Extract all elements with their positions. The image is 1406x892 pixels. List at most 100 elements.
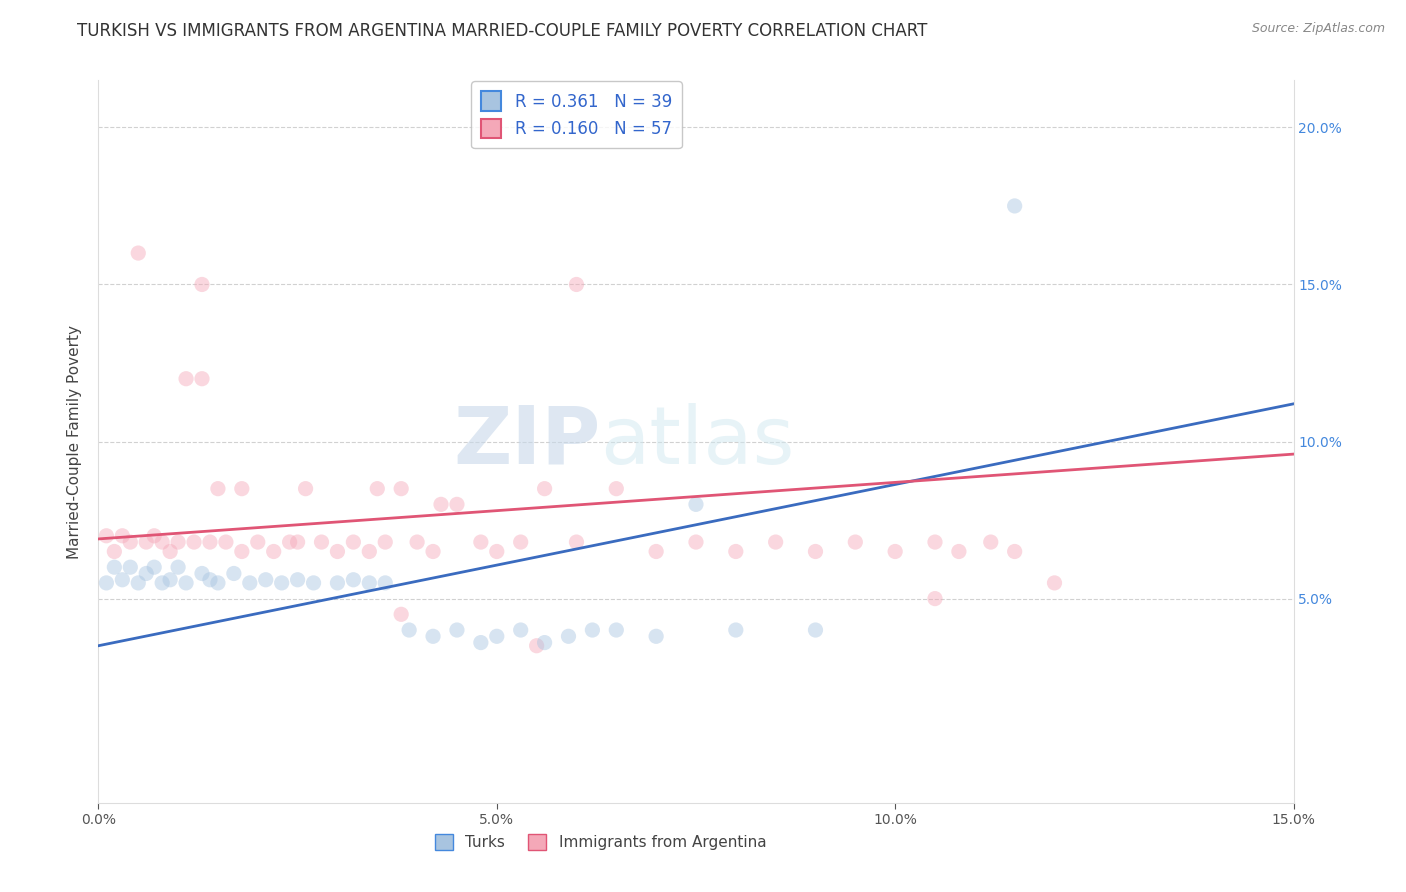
Point (159, 544, 181, 558)
Point (389, 607, 412, 622)
Point (127, 575, 149, 590)
Point (446, 623, 468, 637)
Point (685, 497, 707, 511)
Point (287, 573, 309, 587)
Point (406, 535, 429, 549)
Point (174, 372, 197, 386)
Point (765, 535, 787, 549)
Text: Source: ZipAtlas.com: Source: ZipAtlas.com (1251, 22, 1385, 36)
Point (526, 639, 548, 653)
Point (120, 560, 142, 574)
Point (207, 482, 229, 496)
Point (287, 535, 309, 549)
Point (103, 544, 125, 558)
Point (804, 623, 827, 637)
Point (884, 544, 907, 558)
Point (96, 575, 118, 590)
Point (359, 575, 381, 590)
Point (1004, 199, 1026, 213)
Point (533, 635, 555, 649)
Point (215, 535, 238, 549)
Point (844, 535, 866, 549)
Point (135, 566, 157, 581)
Point (120, 535, 142, 549)
Point (96, 529, 118, 543)
Point (263, 544, 285, 558)
Point (948, 544, 970, 558)
Point (645, 544, 668, 558)
Point (167, 560, 190, 574)
Point (485, 544, 508, 558)
Point (389, 482, 412, 496)
Point (924, 535, 946, 549)
Point (191, 372, 214, 386)
Point (446, 497, 468, 511)
Point (191, 566, 214, 581)
Point (135, 535, 157, 549)
Point (311, 535, 333, 549)
Point (422, 629, 444, 643)
Point (326, 575, 349, 590)
Point (804, 544, 827, 558)
Point (111, 573, 134, 587)
Point (231, 544, 253, 558)
Point (183, 535, 205, 549)
Point (533, 482, 555, 496)
Point (150, 535, 173, 549)
Point (980, 535, 1002, 549)
Point (645, 629, 668, 643)
Point (167, 535, 190, 549)
Point (231, 482, 253, 496)
Legend: Turks, Immigrants from Argentina: Turks, Immigrants from Argentina (429, 829, 772, 856)
Point (509, 623, 531, 637)
Point (1004, 544, 1026, 558)
Point (430, 497, 453, 511)
Point (174, 575, 197, 590)
Point (239, 575, 262, 590)
Point (605, 623, 627, 637)
Point (270, 575, 292, 590)
Y-axis label: Married-Couple Family Poverty: Married-Couple Family Poverty (67, 325, 83, 558)
Point (565, 277, 588, 292)
Point (422, 544, 444, 558)
Point (374, 535, 396, 549)
Point (103, 560, 125, 574)
Point (581, 623, 603, 637)
Point (470, 635, 492, 649)
Point (470, 535, 492, 549)
Point (342, 573, 364, 587)
Point (143, 560, 166, 574)
Point (326, 544, 349, 558)
Point (207, 575, 229, 590)
Point (246, 535, 269, 549)
Point (398, 623, 420, 637)
Point (565, 535, 588, 549)
Point (1043, 575, 1066, 590)
Point (222, 566, 245, 581)
Point (150, 575, 173, 590)
Point (509, 535, 531, 549)
Point (342, 535, 364, 549)
Point (143, 529, 166, 543)
Point (294, 482, 316, 496)
Point (366, 482, 388, 496)
Text: atlas: atlas (600, 402, 794, 481)
Point (302, 575, 325, 590)
Point (724, 544, 747, 558)
Point (605, 482, 627, 496)
Point (485, 629, 508, 643)
Point (254, 573, 277, 587)
Point (198, 535, 221, 549)
Point (159, 573, 181, 587)
Point (111, 529, 134, 543)
Point (359, 544, 381, 558)
Point (374, 575, 396, 590)
Point (191, 277, 214, 292)
Point (127, 246, 149, 260)
Text: ZIP: ZIP (453, 402, 600, 481)
Point (685, 535, 707, 549)
Text: TURKISH VS IMMIGRANTS FROM ARGENTINA MARRIED-COUPLE FAMILY POVERTY CORRELATION C: TURKISH VS IMMIGRANTS FROM ARGENTINA MAR… (77, 22, 928, 40)
Point (557, 629, 579, 643)
Point (198, 573, 221, 587)
Point (278, 535, 301, 549)
